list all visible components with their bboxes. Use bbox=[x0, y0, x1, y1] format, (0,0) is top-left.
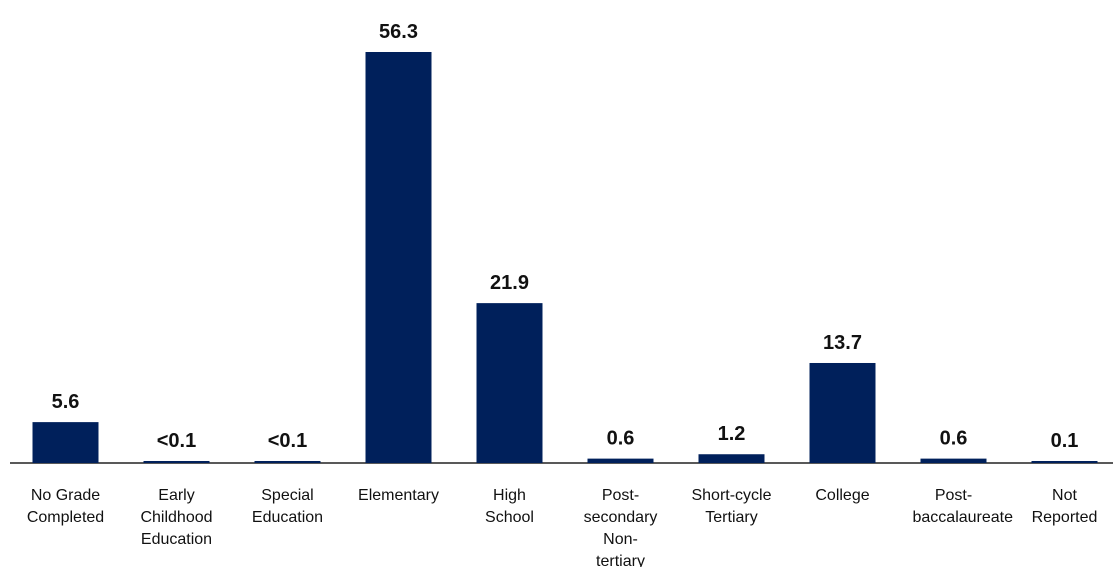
value-label: <0.1 bbox=[157, 430, 196, 452]
category-label: Post-baccalaureate bbox=[912, 487, 1014, 526]
value-label: 0.1 bbox=[1051, 430, 1079, 452]
category-label: Post-secondary Non-tertiary bbox=[583, 487, 658, 567]
value-label: 21.9 bbox=[490, 272, 529, 294]
bar bbox=[254, 461, 321, 463]
category-label: Elementary bbox=[358, 487, 439, 504]
value-label: <0.1 bbox=[268, 430, 307, 452]
bar bbox=[1031, 461, 1098, 463]
value-label: 0.6 bbox=[607, 428, 635, 450]
bar bbox=[920, 458, 987, 463]
category-label: Early Childhood Education bbox=[140, 487, 213, 548]
bar bbox=[32, 422, 99, 463]
bar bbox=[143, 461, 210, 463]
category-label: Special Education bbox=[251, 487, 324, 526]
bar bbox=[587, 458, 654, 463]
bar bbox=[476, 303, 543, 463]
value-label: 1.2 bbox=[718, 423, 746, 445]
category-label: No Grade Completed bbox=[26, 487, 105, 526]
value-label: 13.7 bbox=[823, 332, 862, 354]
bar bbox=[809, 362, 876, 463]
value-label: 56.3 bbox=[379, 21, 418, 43]
category-label: Not Reported bbox=[1031, 487, 1098, 526]
bar bbox=[365, 52, 432, 463]
value-label: 0.6 bbox=[940, 428, 968, 450]
category-label: College bbox=[815, 487, 870, 504]
category-label: High School bbox=[485, 487, 534, 526]
value-label: 5.6 bbox=[52, 391, 80, 413]
category-label: Short-cycle Tertiary bbox=[691, 487, 772, 526]
bar bbox=[698, 454, 765, 463]
